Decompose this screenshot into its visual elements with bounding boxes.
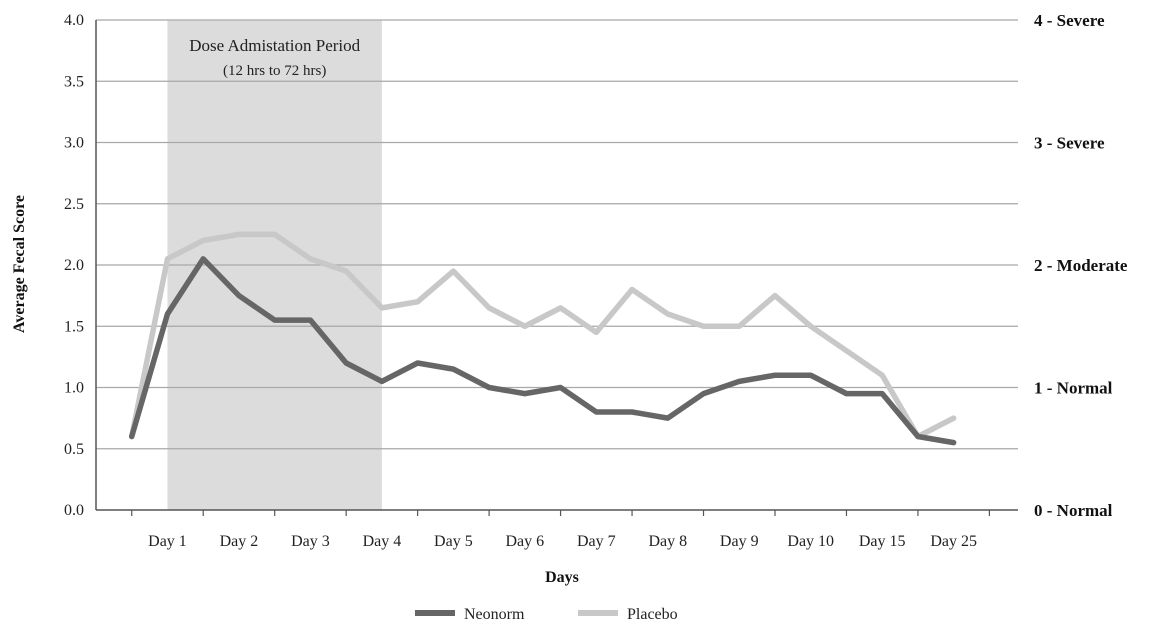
x-tick-label-day-3: Day 3 — [291, 533, 330, 550]
x-tick-label-day-8: Day 8 — [648, 533, 687, 550]
series-line-placebo — [128, 231, 957, 440]
right-score-label-0: 0 - Normal — [1034, 501, 1113, 520]
dose-period-subtitle: (12 hrs to 72 hrs) — [223, 63, 326, 79]
series-line-neonorm — [128, 256, 957, 446]
grid-layer — [96, 19, 1018, 450]
right-score-label-2: 2 - Moderate — [1034, 256, 1128, 275]
x-tick-label-day-15: Day 15 — [859, 533, 906, 550]
legend-label-neonorm: Neonorm — [464, 606, 525, 623]
y-axis-title: Average Fecal Score — [11, 195, 28, 333]
y-tick-label-4.0: 4.0 — [64, 12, 84, 29]
y-tick-label-1.0: 1.0 — [64, 380, 84, 397]
y-tick-label-3.5: 3.5 — [64, 73, 84, 90]
x-tick-label-day-5: Day 5 — [434, 533, 473, 550]
dose-period-title: Dose Admistation Period — [189, 36, 360, 55]
y-tick-label-2.0: 2.0 — [64, 257, 84, 274]
x-axis-title: Days — [545, 569, 579, 586]
y-tick-label-2.5: 2.5 — [64, 196, 84, 213]
axis-layer: 0.0 0.5 1.0 1.5 2.0 2.5 3.0 3.5 4.0 Day 1 Day 2 Day… — [64, 11, 1128, 550]
x-tick-label-day-7: Day 7 — [577, 533, 616, 550]
series-layer — [128, 231, 957, 446]
right-score-label-4: 4 - Severe — [1034, 11, 1105, 30]
x-tick-label-day-25: Day 25 — [930, 533, 977, 550]
x-tick-label-day-10: Day 10 — [787, 533, 834, 550]
y-tick-label-0.0: 0.0 — [64, 502, 84, 519]
y-tick-label-1.5: 1.5 — [64, 318, 84, 335]
x-tick-label-day-9: Day 9 — [720, 533, 759, 550]
right-score-label-1: 1 - Normal — [1034, 379, 1113, 398]
x-tick-label-day-1: Day 1 — [148, 533, 187, 550]
x-tick-label-day-2: Day 2 — [220, 533, 259, 550]
legend-label-placebo: Placebo — [627, 606, 678, 623]
y-tick-label-3.0: 3.0 — [64, 135, 84, 152]
y-tick-label-0.5: 0.5 — [64, 441, 84, 458]
x-tick-label-day-6: Day 6 — [506, 533, 545, 550]
right-score-label-3: 3 - Severe — [1034, 134, 1105, 153]
legend: Neonorm Placebo — [415, 606, 678, 623]
x-tick-label-day-4: Day 4 — [363, 533, 402, 550]
